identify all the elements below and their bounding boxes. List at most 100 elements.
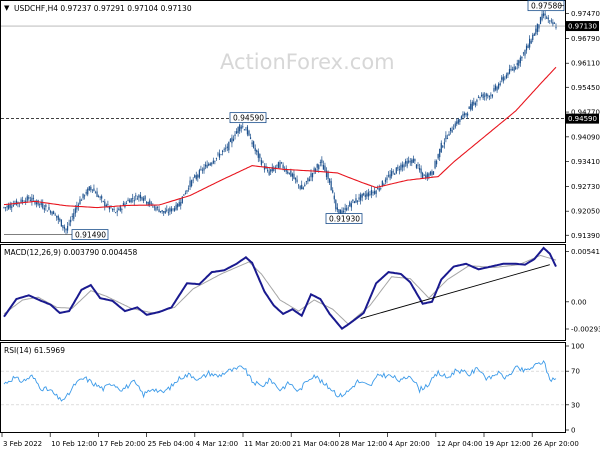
candle: [519, 55, 521, 67]
candle: [256, 149, 258, 156]
candle: [533, 32, 535, 36]
candle: [180, 198, 182, 210]
candle: [552, 19, 554, 27]
candle: [26, 194, 28, 203]
candle: [234, 130, 236, 140]
rsi-tick-label: 30: [571, 401, 580, 409]
candle: [350, 200, 352, 211]
candle: [87, 187, 89, 197]
candle: [437, 153, 439, 160]
price-tag: 0.97130: [566, 21, 599, 32]
candle: [353, 200, 356, 204]
candle: [166, 205, 168, 213]
candle: [102, 200, 104, 203]
price-tick-label: 0.92050: [571, 208, 600, 216]
svg-text:0.91490: 0.91490: [75, 231, 106, 240]
candle: [115, 212, 117, 214]
macd-pane-title: MACD(12,26,9) 0.003790 0.004458: [4, 248, 138, 257]
candle: [298, 184, 300, 189]
candle: [412, 155, 414, 163]
candle: [494, 83, 497, 92]
candle: [56, 215, 58, 221]
price-tick-label: 0.94770: [571, 109, 600, 117]
macd-tick-label: -0.00293: [571, 326, 600, 334]
candle: [74, 205, 76, 217]
candle: [173, 205, 176, 212]
candle: [436, 159, 438, 168]
candle: [223, 147, 225, 153]
candle: [288, 172, 290, 175]
rsi-pane-title: RSI(14) 61.5969: [4, 346, 65, 355]
candle: [276, 164, 278, 169]
candle: [479, 96, 481, 101]
candle: [91, 189, 93, 194]
candle: [349, 200, 351, 207]
candle: [504, 76, 506, 81]
candle: [360, 192, 362, 205]
candle: [451, 126, 453, 133]
macd-tick-label: 0.005419: [571, 248, 600, 256]
candle: [279, 160, 281, 170]
svg-text:0.97580: 0.97580: [531, 2, 562, 11]
candle: [15, 198, 18, 206]
price-annotations: 0.97580 0.94590 0.91930 0.91490: [4, 0, 565, 241]
candle: [146, 201, 148, 205]
candle: [163, 211, 165, 216]
candle: [346, 204, 348, 212]
macd-signal-line: [3, 254, 557, 325]
candle: [294, 177, 297, 184]
candle: [505, 72, 507, 80]
candle: [54, 212, 56, 216]
candles: [3, 9, 557, 235]
time-tick-label: 4 Apr 20:00: [389, 440, 430, 448]
candle: [71, 213, 73, 221]
candle: [203, 164, 205, 174]
candle: [262, 160, 264, 164]
candle: [459, 118, 461, 125]
candle: [417, 162, 419, 169]
candle: [426, 172, 428, 181]
price-tick-label: 0.95450: [571, 84, 600, 92]
candle: [398, 165, 400, 175]
candle: [363, 192, 365, 197]
candle: [440, 140, 442, 153]
rsi-tick-label: 0: [571, 427, 575, 435]
candle: [194, 174, 196, 179]
price-tick-label: 0.93410: [571, 158, 600, 166]
time-tick-label: 12 Apr 04:00: [437, 440, 483, 448]
candle: [79, 196, 81, 205]
rsi-indicator: [1, 359, 565, 406]
candle: [553, 21, 556, 24]
candle: [373, 187, 376, 195]
candle: [158, 205, 160, 213]
candle: [37, 199, 39, 207]
candle: [356, 200, 359, 205]
candle: [321, 156, 323, 167]
candle: [240, 124, 242, 133]
candle: [268, 167, 270, 177]
candle: [383, 182, 385, 186]
candle: [482, 92, 484, 101]
candle: [401, 161, 404, 172]
candle: [332, 187, 334, 194]
candle: [322, 160, 325, 170]
candle: [70, 216, 72, 227]
candle: [525, 43, 528, 54]
candle: [76, 201, 78, 213]
candle: [215, 157, 218, 161]
candle: [170, 206, 173, 214]
candle: [428, 172, 430, 180]
candle: [364, 190, 366, 201]
candle: [147, 201, 149, 207]
price-tick-label: 0.94090: [571, 133, 600, 141]
candle: [516, 59, 518, 70]
candle: [366, 190, 368, 200]
candle: [397, 164, 399, 172]
candle: [49, 209, 52, 215]
price-pane-frame: [0, 0, 566, 243]
candle: [515, 65, 517, 71]
time-tick-label: 10 Feb 12:00: [51, 440, 97, 448]
time-tick-label: 17 Feb 20:00: [99, 440, 145, 448]
candle: [192, 177, 194, 184]
candle: [249, 133, 252, 140]
